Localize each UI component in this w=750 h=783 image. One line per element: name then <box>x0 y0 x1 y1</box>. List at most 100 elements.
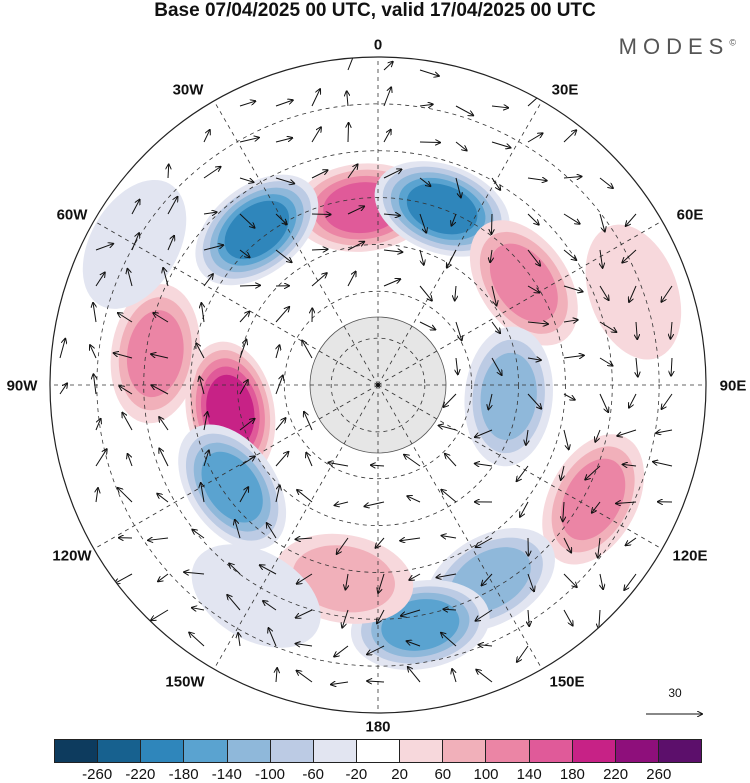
wind-arrow <box>599 213 605 231</box>
wind-arrow <box>378 573 385 593</box>
wind-arrow <box>527 249 540 266</box>
wind-arrow <box>93 374 96 395</box>
wind-arrow <box>445 454 457 467</box>
wind-arrow <box>527 322 548 324</box>
wind-arrow <box>455 321 462 340</box>
chart-title: Base 07/04/2025 00 UTC, valid 17/04/2025… <box>154 0 596 21</box>
colorbar-tick-label: -140 <box>211 766 242 783</box>
wind-arrow <box>595 429 601 442</box>
colorbar-swatch <box>615 740 659 762</box>
wind-arrow <box>348 123 349 143</box>
graticule <box>50 57 706 713</box>
wind-arrow <box>661 285 673 302</box>
wind-arrow <box>128 454 133 467</box>
wind-arrow <box>488 393 493 409</box>
wind-arrow <box>439 425 457 431</box>
meridian-line <box>377 220 663 386</box>
anomaly-contour <box>480 352 537 441</box>
wind-arrow <box>636 321 637 339</box>
wind-arrow <box>296 644 313 646</box>
colorbar-swatch <box>227 740 271 762</box>
colorbar-tick-label: 20 <box>391 766 408 783</box>
longitude-label-90w: 90W <box>6 377 38 395</box>
wind-arrow <box>476 670 493 683</box>
wind-arrow <box>599 285 609 300</box>
anomaly-cell <box>374 161 510 257</box>
brand-logo: MODES© <box>619 34 736 60</box>
wind-arrow <box>400 538 421 541</box>
wind-arrow <box>401 609 421 616</box>
reference-vector-arrow <box>646 702 710 722</box>
wind-arrow <box>491 357 502 375</box>
wind-vectors <box>59 57 673 685</box>
wind-arrow <box>443 393 457 407</box>
wind-arrow <box>189 633 205 647</box>
wind-arrow <box>476 537 493 547</box>
wind-arrow <box>671 357 672 376</box>
wind-arrow <box>475 464 493 466</box>
wind-arrow <box>563 177 581 178</box>
longitude-label-90e: 90E <box>719 377 747 395</box>
meridian-line <box>377 100 543 386</box>
wind-arrow <box>517 645 529 662</box>
colorbar-swatch <box>529 740 573 762</box>
wind-arrow <box>275 418 286 431</box>
wind-arrow <box>114 353 133 359</box>
wind-arrow <box>599 321 616 332</box>
wind-arrow <box>95 273 105 287</box>
wind-arrow <box>159 448 169 467</box>
wind-arrow <box>626 213 637 226</box>
wind-arrow <box>276 668 277 683</box>
wind-arrow <box>383 214 400 215</box>
wind-arrow <box>297 671 313 683</box>
wind-arrow <box>118 313 133 323</box>
colorbar-tick-label: 180 <box>559 766 585 783</box>
wind-arrow <box>275 249 292 262</box>
wind-arrow <box>598 537 600 557</box>
wind-arrow <box>239 487 248 503</box>
latitude-circle <box>330 337 426 433</box>
wind-arrow <box>419 177 430 186</box>
wind-arrow <box>267 523 277 539</box>
brand-mark: © <box>729 37 736 48</box>
wind-arrow <box>491 285 496 305</box>
wind-arrow <box>452 213 457 226</box>
wind-arrow <box>527 393 541 409</box>
wind-arrow <box>624 573 637 590</box>
wind-arrow <box>118 488 133 503</box>
wind-arrow <box>59 383 67 395</box>
meridian-line <box>213 384 379 670</box>
wind-arrow <box>239 138 259 143</box>
wind-arrow <box>159 417 169 431</box>
wind-arrow <box>383 130 391 143</box>
wind-arrow <box>626 537 637 545</box>
wind-arrow <box>203 167 221 179</box>
colorbar-tick-label: -100 <box>254 766 286 783</box>
wind-arrow <box>239 249 250 257</box>
wind-arrow <box>311 127 321 143</box>
wind-arrow <box>184 572 205 574</box>
wind-arrow <box>636 357 638 377</box>
wind-arrow <box>490 249 492 262</box>
longitude-label-120e: 120E <box>672 547 708 565</box>
colorbar-swatch <box>55 740 99 762</box>
wind-arrow <box>297 490 313 503</box>
wind-arrow <box>167 197 177 215</box>
anomaly-contour <box>201 451 263 523</box>
wind-arrow <box>275 485 280 503</box>
wind-arrow <box>563 537 571 552</box>
wind-arrow <box>408 667 421 683</box>
wind-arrow <box>585 465 601 480</box>
wind-arrow <box>311 249 328 250</box>
wind-arrow <box>275 213 287 224</box>
wind-arrow <box>475 429 493 437</box>
wind-arrow <box>455 105 473 115</box>
wind-arrow <box>563 355 584 358</box>
anomaly-cell <box>542 434 645 565</box>
wind-arrow <box>441 490 457 503</box>
wind-arrow <box>452 669 457 683</box>
wind-arrow <box>238 633 240 647</box>
wind-arrow <box>331 682 349 684</box>
wind-arrow <box>263 601 277 611</box>
wind-arrow <box>527 285 539 293</box>
